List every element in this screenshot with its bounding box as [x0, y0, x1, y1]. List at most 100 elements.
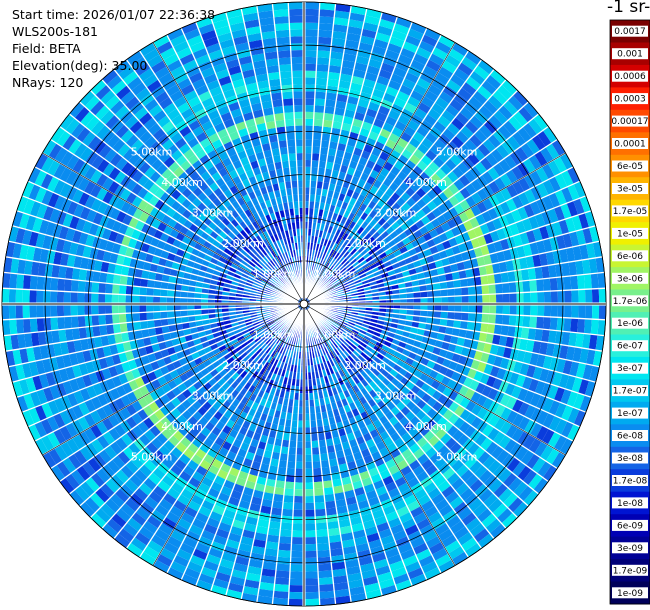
range-gate-cell	[371, 147, 382, 158]
range-gate-cell	[522, 434, 536, 450]
range-gate-cell	[494, 417, 507, 432]
range-gate-cell	[258, 349, 266, 358]
range-gate-cell	[349, 247, 358, 256]
range-gate-cell	[234, 454, 245, 465]
range-gate-cell	[360, 387, 369, 397]
range-gate-cell	[56, 130, 71, 147]
range-gate-cell	[40, 173, 54, 190]
range-gate-cell	[168, 161, 180, 173]
range-gate-cell	[262, 492, 274, 501]
range-gate-cell	[318, 16, 335, 25]
range-gate-cell	[377, 337, 386, 345]
range-gate-cell	[304, 29, 319, 37]
range-gate-cell	[233, 328, 242, 335]
range-gate-cell	[247, 326, 256, 332]
range-gate-cell	[73, 203, 85, 218]
range-gate-cell	[372, 118, 385, 129]
range-gate-cell	[334, 271, 342, 279]
range-gate-cell	[257, 314, 265, 319]
range-gate-cell	[371, 266, 380, 274]
range-gate-cell	[312, 139, 322, 147]
range-gate-cell	[195, 579, 213, 592]
range-gate-cell	[188, 119, 201, 132]
range-gate-cell	[488, 194, 500, 208]
range-gate-cell	[19, 244, 29, 260]
range-gate-cell	[152, 128, 166, 141]
range-gate-cell	[542, 126, 558, 144]
range-gate-cell	[464, 455, 478, 469]
range-gate-cell	[42, 205, 55, 222]
range-gate-cell	[180, 304, 188, 311]
range-gate-cell	[285, 474, 295, 483]
range-gate-cell	[521, 217, 533, 232]
range-gate-cell	[427, 511, 443, 524]
range-gate-cell	[138, 526, 155, 540]
range-gate-cell	[288, 598, 304, 606]
range-gate-cell	[156, 334, 165, 344]
range-gate-cell	[573, 181, 586, 199]
range-gate-cell	[161, 120, 175, 134]
range-gate-cell	[419, 284, 427, 292]
range-gate-cell	[336, 273, 343, 280]
range-gate-cell	[456, 223, 467, 235]
range-gate-cell	[391, 566, 408, 579]
range-gate-cell	[365, 255, 374, 263]
range-gate-cell	[152, 304, 161, 312]
range-gate-cell	[146, 295, 154, 304]
range-gate-cell	[225, 473, 238, 484]
range-gate-cell	[532, 366, 543, 381]
range-gate-cell	[138, 112, 153, 126]
range-gate-cell	[438, 559, 455, 574]
range-gate-cell	[166, 304, 174, 312]
range-gate-cell	[191, 518, 207, 530]
range-gate-cell	[136, 338, 145, 349]
range-gate-cell	[523, 304, 531, 316]
range-gate-cell	[323, 354, 330, 362]
range-gate-cell	[266, 371, 274, 380]
range-gate-cell	[96, 406, 108, 421]
range-gate-cell	[379, 267, 388, 275]
range-gate-cell	[552, 221, 563, 237]
range-gate-cell	[84, 315, 93, 327]
range-gate-cell	[591, 288, 600, 304]
range-gate-cell	[389, 230, 399, 240]
range-gate-cell	[229, 360, 238, 369]
range-gate-cell	[476, 256, 486, 267]
range-gate-cell	[560, 421, 574, 438]
range-gate-cell	[361, 338, 370, 346]
range-gate-cell	[42, 139, 57, 157]
range-gate-cell	[84, 304, 92, 316]
range-gate-cell	[449, 520, 466, 535]
range-gate-cell	[313, 474, 323, 483]
range-gate-cell	[476, 85, 493, 100]
range-gate-cell	[385, 294, 394, 300]
range-gate-cell	[199, 137, 212, 149]
range-gate-cell	[515, 446, 529, 462]
range-gate-cell	[60, 150, 74, 167]
range-gate-cell	[469, 379, 480, 392]
range-gate-cell	[90, 409, 102, 425]
range-gate-cell	[539, 341, 548, 356]
range-gate-cell	[90, 472, 106, 488]
range-gate-cell	[368, 539, 383, 550]
range-gate-cell	[336, 346, 343, 354]
range-gate-cell	[65, 328, 74, 342]
range-gate-cell	[78, 327, 88, 340]
range-gate-cell	[344, 218, 352, 227]
range-gate-cell	[382, 475, 395, 486]
range-gate-cell	[404, 561, 422, 574]
range-gate-cell	[234, 345, 243, 353]
range-gate-cell	[58, 329, 67, 343]
range-gate-cell	[73, 390, 85, 405]
range-gate-cell	[178, 143, 191, 155]
range-gate-cell	[112, 283, 120, 295]
range-gate-cell	[338, 336, 345, 343]
range-gate-cell	[437, 151, 450, 164]
range-gate-cell	[543, 304, 552, 317]
range-gate-cell	[131, 425, 144, 438]
range-gate-cell	[289, 578, 304, 586]
range-gate-cell	[551, 139, 566, 157]
range-gate-cell	[81, 131, 96, 147]
range-gate-cell	[559, 438, 574, 455]
range-gate-cell	[398, 287, 407, 294]
